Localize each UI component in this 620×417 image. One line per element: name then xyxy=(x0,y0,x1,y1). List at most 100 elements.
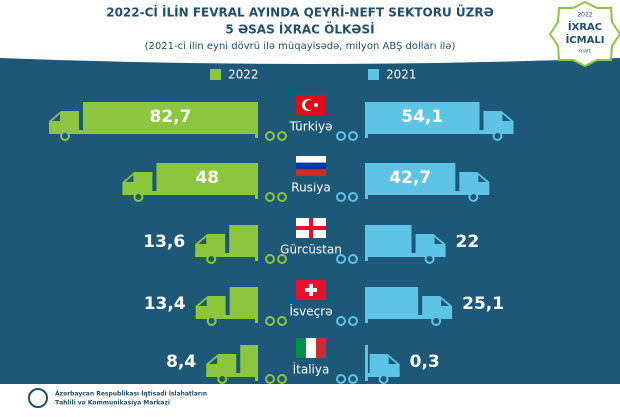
trailer-post xyxy=(255,225,258,261)
wheel xyxy=(265,254,275,264)
wheel xyxy=(133,192,144,202)
value-label: 22 xyxy=(456,232,480,252)
legend-swatch xyxy=(210,69,221,80)
trailer-post xyxy=(255,102,258,138)
cab-window xyxy=(478,175,487,182)
cab xyxy=(195,234,226,255)
wheel xyxy=(265,192,275,202)
wheel xyxy=(265,316,275,326)
chassis xyxy=(195,315,258,319)
trailer-post xyxy=(365,102,368,138)
wheel xyxy=(336,131,346,141)
cab xyxy=(369,354,400,375)
country-label: İtaliya xyxy=(293,362,330,377)
trailer xyxy=(365,287,419,315)
flag-stripe xyxy=(296,162,326,170)
chassis xyxy=(365,130,514,134)
wheel xyxy=(348,254,358,264)
flag xyxy=(296,156,326,176)
country-label: Rusiya xyxy=(291,181,330,195)
wheel xyxy=(424,254,435,264)
cab xyxy=(483,111,514,132)
country-label: Gürcüstan xyxy=(280,243,342,257)
cab-window xyxy=(125,175,134,182)
cab xyxy=(49,111,79,132)
wheel xyxy=(348,316,358,326)
value-label: 25,1 xyxy=(462,294,504,314)
header-band xyxy=(0,0,620,64)
flag-crescent xyxy=(305,100,315,110)
wheel xyxy=(336,192,346,202)
legend-label: 2022 xyxy=(228,68,259,82)
cab xyxy=(422,296,453,317)
value-label: 13,6 xyxy=(143,232,185,252)
subtitle: 5 ƏSAS İXRAC ÖLKƏSİ xyxy=(225,22,374,37)
cab-window xyxy=(198,299,207,306)
trailer-post xyxy=(365,225,368,261)
trailer xyxy=(229,225,258,253)
title: 2022-Cİ İLİN FEVRAL AYINDA QEYRİ-NEFT SE… xyxy=(106,5,494,20)
wheel xyxy=(431,316,442,326)
trailer xyxy=(229,287,258,315)
country-label: İsveçrə xyxy=(289,304,332,319)
flag xyxy=(296,338,326,358)
flag-cross xyxy=(309,218,313,238)
legend-swatch xyxy=(368,69,379,80)
value-label: 48 xyxy=(195,168,219,188)
flag xyxy=(296,218,326,238)
logo-year: 2022 xyxy=(577,12,592,19)
wheel xyxy=(217,374,228,384)
trailer xyxy=(240,345,258,373)
wheel xyxy=(265,374,275,384)
wheel xyxy=(378,374,389,384)
wheel xyxy=(265,131,275,141)
footer-logo: Azərbaycan Respublikası İqtisadi İslahat… xyxy=(28,388,207,408)
cab-window xyxy=(388,357,397,364)
wheel xyxy=(336,316,346,326)
trailer-post xyxy=(365,163,368,199)
footer-text: Təhlili və Kommunikasiya Mərkəzi xyxy=(55,400,170,407)
trailer-post xyxy=(365,345,368,381)
wheel xyxy=(492,131,503,141)
footer-text: Azərbaycan Respublikası İqtisadi İslahat… xyxy=(55,391,207,398)
value-label: 54,1 xyxy=(401,107,443,127)
chassis xyxy=(49,130,258,134)
trailer xyxy=(365,163,456,191)
trailer xyxy=(365,225,412,253)
flag-stripe xyxy=(296,156,326,163)
trailer-post xyxy=(255,163,258,199)
logo-line: İXRAC xyxy=(568,19,602,33)
wheel xyxy=(277,192,287,202)
cab-window xyxy=(52,114,60,121)
flag-cross xyxy=(309,284,313,296)
wheel xyxy=(277,316,287,326)
trailer xyxy=(156,163,258,191)
cab xyxy=(195,296,226,317)
wheel xyxy=(468,192,479,202)
wheel xyxy=(336,374,346,384)
trailer-post xyxy=(365,287,368,323)
cab-window xyxy=(502,114,511,121)
cab xyxy=(122,172,153,193)
trailer xyxy=(83,102,258,130)
wheel xyxy=(60,131,70,141)
emblem xyxy=(28,388,48,408)
chassis xyxy=(122,191,258,195)
cab xyxy=(459,172,490,193)
value-label: 13,4 xyxy=(144,294,186,314)
wheel xyxy=(348,192,358,202)
flag-star xyxy=(314,103,318,107)
wheel xyxy=(206,316,217,326)
wheel xyxy=(277,131,287,141)
value-label: 0,3 xyxy=(410,352,440,372)
chassis xyxy=(195,253,258,257)
wheel xyxy=(348,131,358,141)
chassis xyxy=(365,315,453,319)
footer-band xyxy=(0,384,620,413)
wheel xyxy=(348,374,358,384)
flag xyxy=(296,280,326,300)
cab-window xyxy=(441,299,450,306)
cab-window xyxy=(198,237,207,244)
wheel xyxy=(336,254,346,264)
